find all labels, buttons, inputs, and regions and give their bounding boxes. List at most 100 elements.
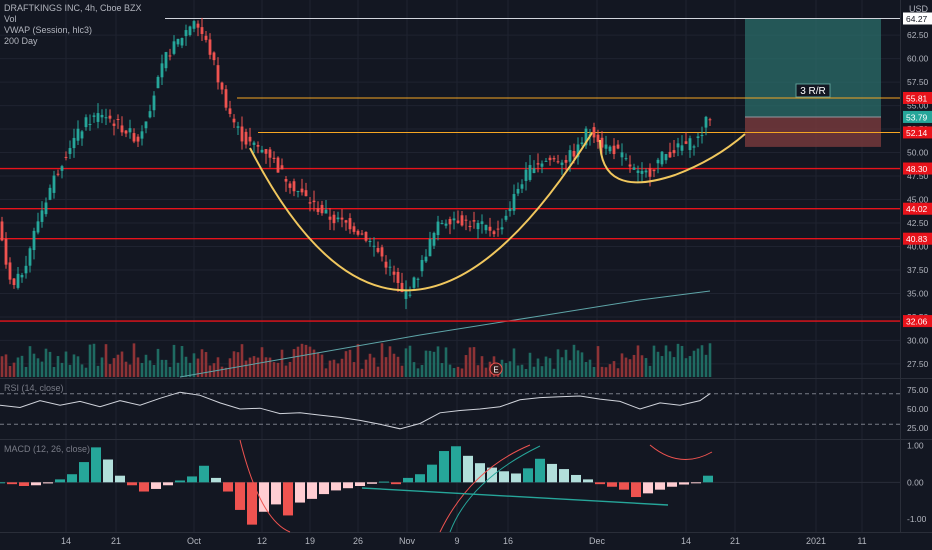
earnings-marker — [489, 362, 503, 376]
candle — [124, 130, 128, 138]
candle — [332, 211, 336, 231]
candle-body — [68, 148, 72, 154]
volume-bar — [416, 368, 420, 377]
candle — [584, 126, 588, 149]
candle — [376, 241, 380, 254]
candle — [300, 178, 304, 196]
candle — [68, 140, 72, 160]
candle-body — [612, 145, 616, 155]
candle — [656, 157, 660, 174]
volume-bar — [4, 354, 8, 377]
candle-body — [364, 231, 368, 241]
candle-body — [28, 248, 32, 266]
macd-histogram-bar — [583, 479, 593, 483]
candle — [520, 179, 524, 193]
candle-body — [512, 194, 516, 211]
candle-body — [456, 220, 460, 223]
candle — [220, 81, 224, 95]
candle — [84, 114, 88, 131]
candle — [452, 211, 456, 230]
candle-body — [32, 230, 36, 251]
vwap-legend[interactable]: VWAP (Session, hlc3) — [4, 25, 93, 35]
price-tick-label: 27.50 — [907, 359, 929, 369]
candle — [100, 109, 104, 124]
candle — [24, 255, 28, 279]
candle — [612, 138, 616, 160]
candle-body — [640, 170, 644, 174]
candle — [212, 51, 216, 66]
candle-body — [596, 134, 600, 142]
volume-bar — [108, 364, 112, 377]
volume-bar — [96, 365, 100, 377]
symbol-title[interactable]: DRAFTKINGS INC, 4h, Cboe BZX — [4, 3, 142, 13]
volume-bar — [64, 351, 68, 377]
earnings-marker-label: E — [493, 366, 498, 375]
time-axis[interactable]: 14 21 Oct 12 19 26 Nov 9 16 Dec 14 21 2021 11 — [61, 536, 867, 546]
candle-body — [376, 248, 380, 252]
candle-body — [344, 220, 348, 223]
volume-bars: E — [0, 290, 712, 378]
macd-histogram-bar — [619, 482, 629, 490]
volume-legend[interactable]: Vol — [4, 14, 17, 24]
volume-bar — [576, 350, 580, 377]
candle — [40, 201, 44, 228]
macd-histogram-bar — [211, 477, 221, 483]
volume-bar — [280, 349, 284, 377]
candle-body — [160, 63, 164, 78]
candle — [652, 169, 656, 178]
candle — [364, 231, 368, 243]
volume-bar — [76, 356, 80, 377]
candle-body — [536, 163, 540, 165]
candle-body — [704, 116, 708, 128]
price-label: 48.30 — [906, 164, 928, 174]
candle — [416, 277, 420, 288]
macd-histogram-bar — [559, 469, 569, 483]
candle — [444, 219, 448, 229]
volume-bar — [560, 357, 564, 377]
candle-body — [400, 282, 404, 293]
price-axis[interactable]: USD62.5060.0057.5055.0052.5050.0047.5045… — [903, 4, 932, 524]
volume-bar — [568, 360, 572, 377]
volume-bar — [120, 351, 124, 377]
price-label-box — [903, 202, 932, 215]
candle — [336, 211, 340, 223]
volume-bar — [220, 366, 224, 377]
macd-histogram-bar — [655, 482, 665, 490]
candle-body — [572, 150, 576, 157]
volume-bar — [68, 364, 72, 377]
candle-body — [676, 143, 680, 148]
volume-bar — [424, 350, 428, 377]
candle-body — [392, 271, 396, 275]
candle-body — [608, 146, 612, 152]
candle-body — [40, 210, 44, 222]
ma-legend[interactable]: 200 Day — [4, 36, 38, 46]
ma-200-line — [179, 290, 711, 378]
candle-body — [120, 125, 124, 133]
candle — [664, 153, 668, 164]
volume-bar — [32, 353, 36, 377]
candle — [516, 182, 520, 197]
candle-body — [320, 204, 324, 214]
volume-bar — [684, 358, 688, 377]
candle — [352, 222, 356, 235]
volume-bar — [188, 362, 192, 377]
candle-body — [452, 218, 456, 221]
volume-bar — [296, 346, 300, 377]
macd-histogram-bar — [175, 480, 185, 483]
candle-body — [172, 41, 176, 54]
candle-body — [420, 259, 424, 272]
candle — [384, 255, 388, 275]
candle-body — [336, 217, 340, 220]
candle — [328, 208, 332, 230]
candle — [440, 220, 444, 225]
candle — [564, 155, 568, 171]
rsi-line — [0, 391, 711, 430]
candle-body — [188, 26, 192, 36]
candle — [692, 144, 696, 156]
candle-body — [16, 273, 20, 288]
candle-body — [652, 169, 656, 172]
candle — [356, 229, 360, 237]
candle — [640, 162, 644, 184]
candle-body — [132, 133, 136, 142]
